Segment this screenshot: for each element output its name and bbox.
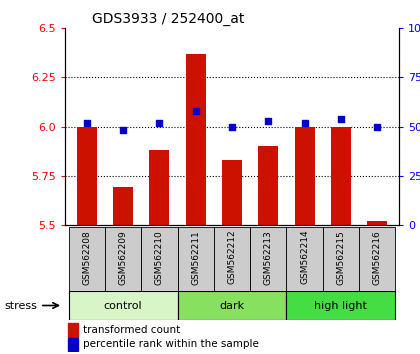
Bar (69, 227, 105, 292)
Point (301, 120, 308, 125)
Text: GSM562210: GSM562210 (155, 230, 164, 285)
Text: percentile rank within the sample: percentile rank within the sample (84, 339, 259, 349)
Point (338, 116, 344, 121)
Text: GSM562216: GSM562216 (373, 230, 382, 285)
Point (156, 120, 163, 125)
Bar (105, 227, 141, 292)
Bar (295, 126, 315, 225)
Text: GDS3933 / 252400_at: GDS3933 / 252400_at (92, 12, 244, 26)
Text: GSM562214: GSM562214 (300, 230, 309, 285)
Bar (258, 146, 278, 225)
Text: GSM562211: GSM562211 (191, 230, 200, 285)
Bar (186, 54, 206, 225)
Text: dark: dark (220, 301, 244, 311)
Bar (367, 221, 387, 225)
Text: GSM562209: GSM562209 (119, 230, 128, 285)
Point (120, 128, 126, 133)
Bar (286, 227, 323, 292)
Bar (222, 160, 242, 225)
Bar (77, 126, 97, 225)
Bar (68, 338, 79, 351)
Text: stress: stress (4, 301, 37, 311)
Bar (113, 188, 133, 225)
Text: GSM562208: GSM562208 (82, 230, 92, 285)
Bar (323, 227, 359, 292)
Text: GSM562215: GSM562215 (336, 230, 345, 285)
Text: GSM562212: GSM562212 (228, 230, 236, 285)
Bar (331, 126, 351, 225)
Point (374, 124, 381, 129)
Bar (214, 227, 250, 292)
Bar (69, 291, 178, 320)
Bar (359, 227, 395, 292)
Point (265, 118, 272, 124)
Bar (250, 227, 286, 292)
Bar (286, 291, 395, 320)
Text: high light: high light (315, 301, 368, 311)
Bar (178, 291, 286, 320)
Bar (178, 227, 214, 292)
Bar (68, 323, 79, 337)
Point (229, 124, 236, 129)
Text: GSM562213: GSM562213 (264, 230, 273, 285)
Point (84, 120, 90, 125)
Text: control: control (104, 301, 142, 311)
Text: transformed count: transformed count (84, 325, 181, 335)
Point (192, 108, 199, 114)
Bar (150, 150, 169, 225)
Bar (141, 227, 178, 292)
